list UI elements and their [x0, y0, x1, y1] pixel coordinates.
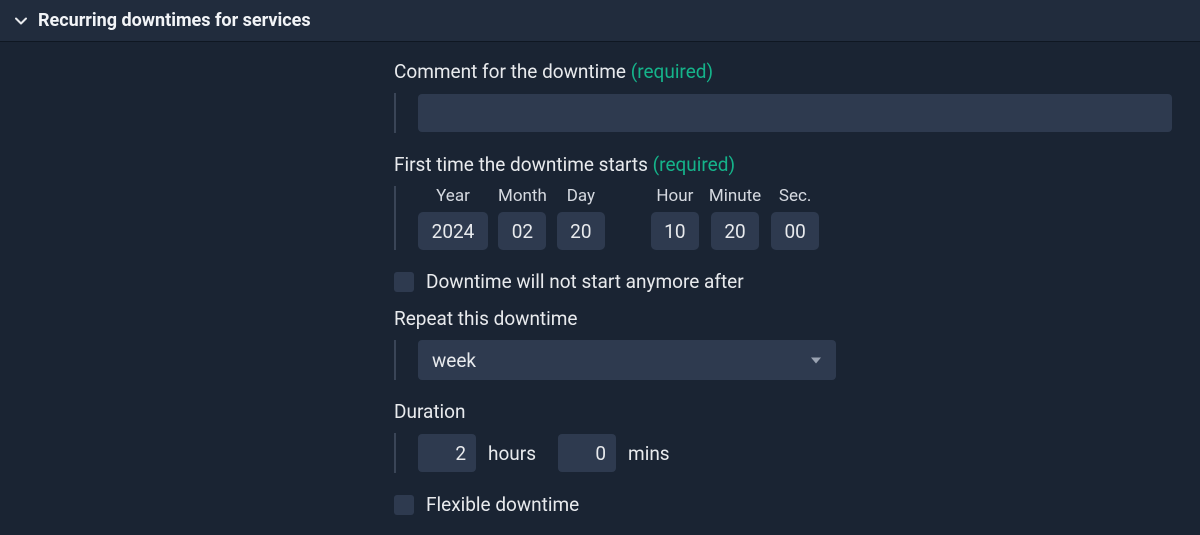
day-input[interactable] [557, 212, 605, 250]
end-after-checkbox[interactable] [394, 272, 414, 292]
first-start-required: (required) [653, 153, 735, 176]
day-header: Day [557, 186, 605, 206]
sec-input[interactable] [771, 212, 819, 250]
month-column: Month [498, 186, 547, 250]
section-title: Recurring downtimes for services [38, 10, 311, 31]
minute-column: Minute [709, 186, 761, 250]
minute-header: Minute [709, 186, 761, 206]
comment-label: Comment for the downtime (required) [394, 60, 1200, 83]
repeat-value: week [432, 349, 476, 372]
repeat-select[interactable]: week [418, 340, 836, 380]
flexible-row: Flexible downtime [394, 493, 1200, 516]
first-start-label: First time the downtime starts (required… [394, 153, 1200, 176]
comment-label-text: Comment for the downtime [394, 60, 626, 83]
month-input[interactable] [498, 212, 546, 250]
sec-column: Sec. [771, 186, 819, 250]
end-after-label: Downtime will not start anymore after [426, 270, 744, 293]
duration-field: Duration hours mins [394, 400, 1200, 473]
repeat-field: Repeat this downtime week [394, 307, 1200, 380]
first-start-label-text: First time the downtime starts [394, 153, 648, 176]
duration-mins-input[interactable] [558, 434, 616, 472]
year-input[interactable] [418, 212, 488, 250]
hour-header: Hour [651, 186, 699, 206]
comment-input[interactable] [418, 94, 1172, 132]
duration-hours-unit: hours [488, 442, 536, 465]
sec-header: Sec. [771, 186, 819, 206]
day-column: Day [557, 186, 605, 250]
comment-required: (required) [631, 60, 713, 83]
hour-column: Hour [651, 186, 699, 250]
year-header: Year [418, 186, 488, 206]
first-start-field: First time the downtime starts (required… [394, 153, 1200, 250]
repeat-label: Repeat this downtime [394, 307, 1200, 330]
month-header: Month [498, 186, 547, 206]
duration-hours-input[interactable] [418, 434, 476, 472]
hour-input[interactable] [651, 212, 699, 250]
section-header[interactable]: Recurring downtimes for services [0, 0, 1200, 42]
duration-label: Duration [394, 400, 1200, 423]
duration-mins-unit: mins [628, 442, 670, 465]
form-area: Comment for the downtime (required) Firs… [0, 42, 1200, 516]
end-after-row: Downtime will not start anymore after [394, 270, 1200, 293]
year-column: Year [418, 186, 488, 250]
flexible-checkbox[interactable] [394, 495, 414, 515]
flexible-label: Flexible downtime [426, 493, 579, 516]
comment-field: Comment for the downtime (required) [394, 60, 1200, 133]
chevron-down-icon [14, 14, 28, 28]
minute-input[interactable] [711, 212, 759, 250]
